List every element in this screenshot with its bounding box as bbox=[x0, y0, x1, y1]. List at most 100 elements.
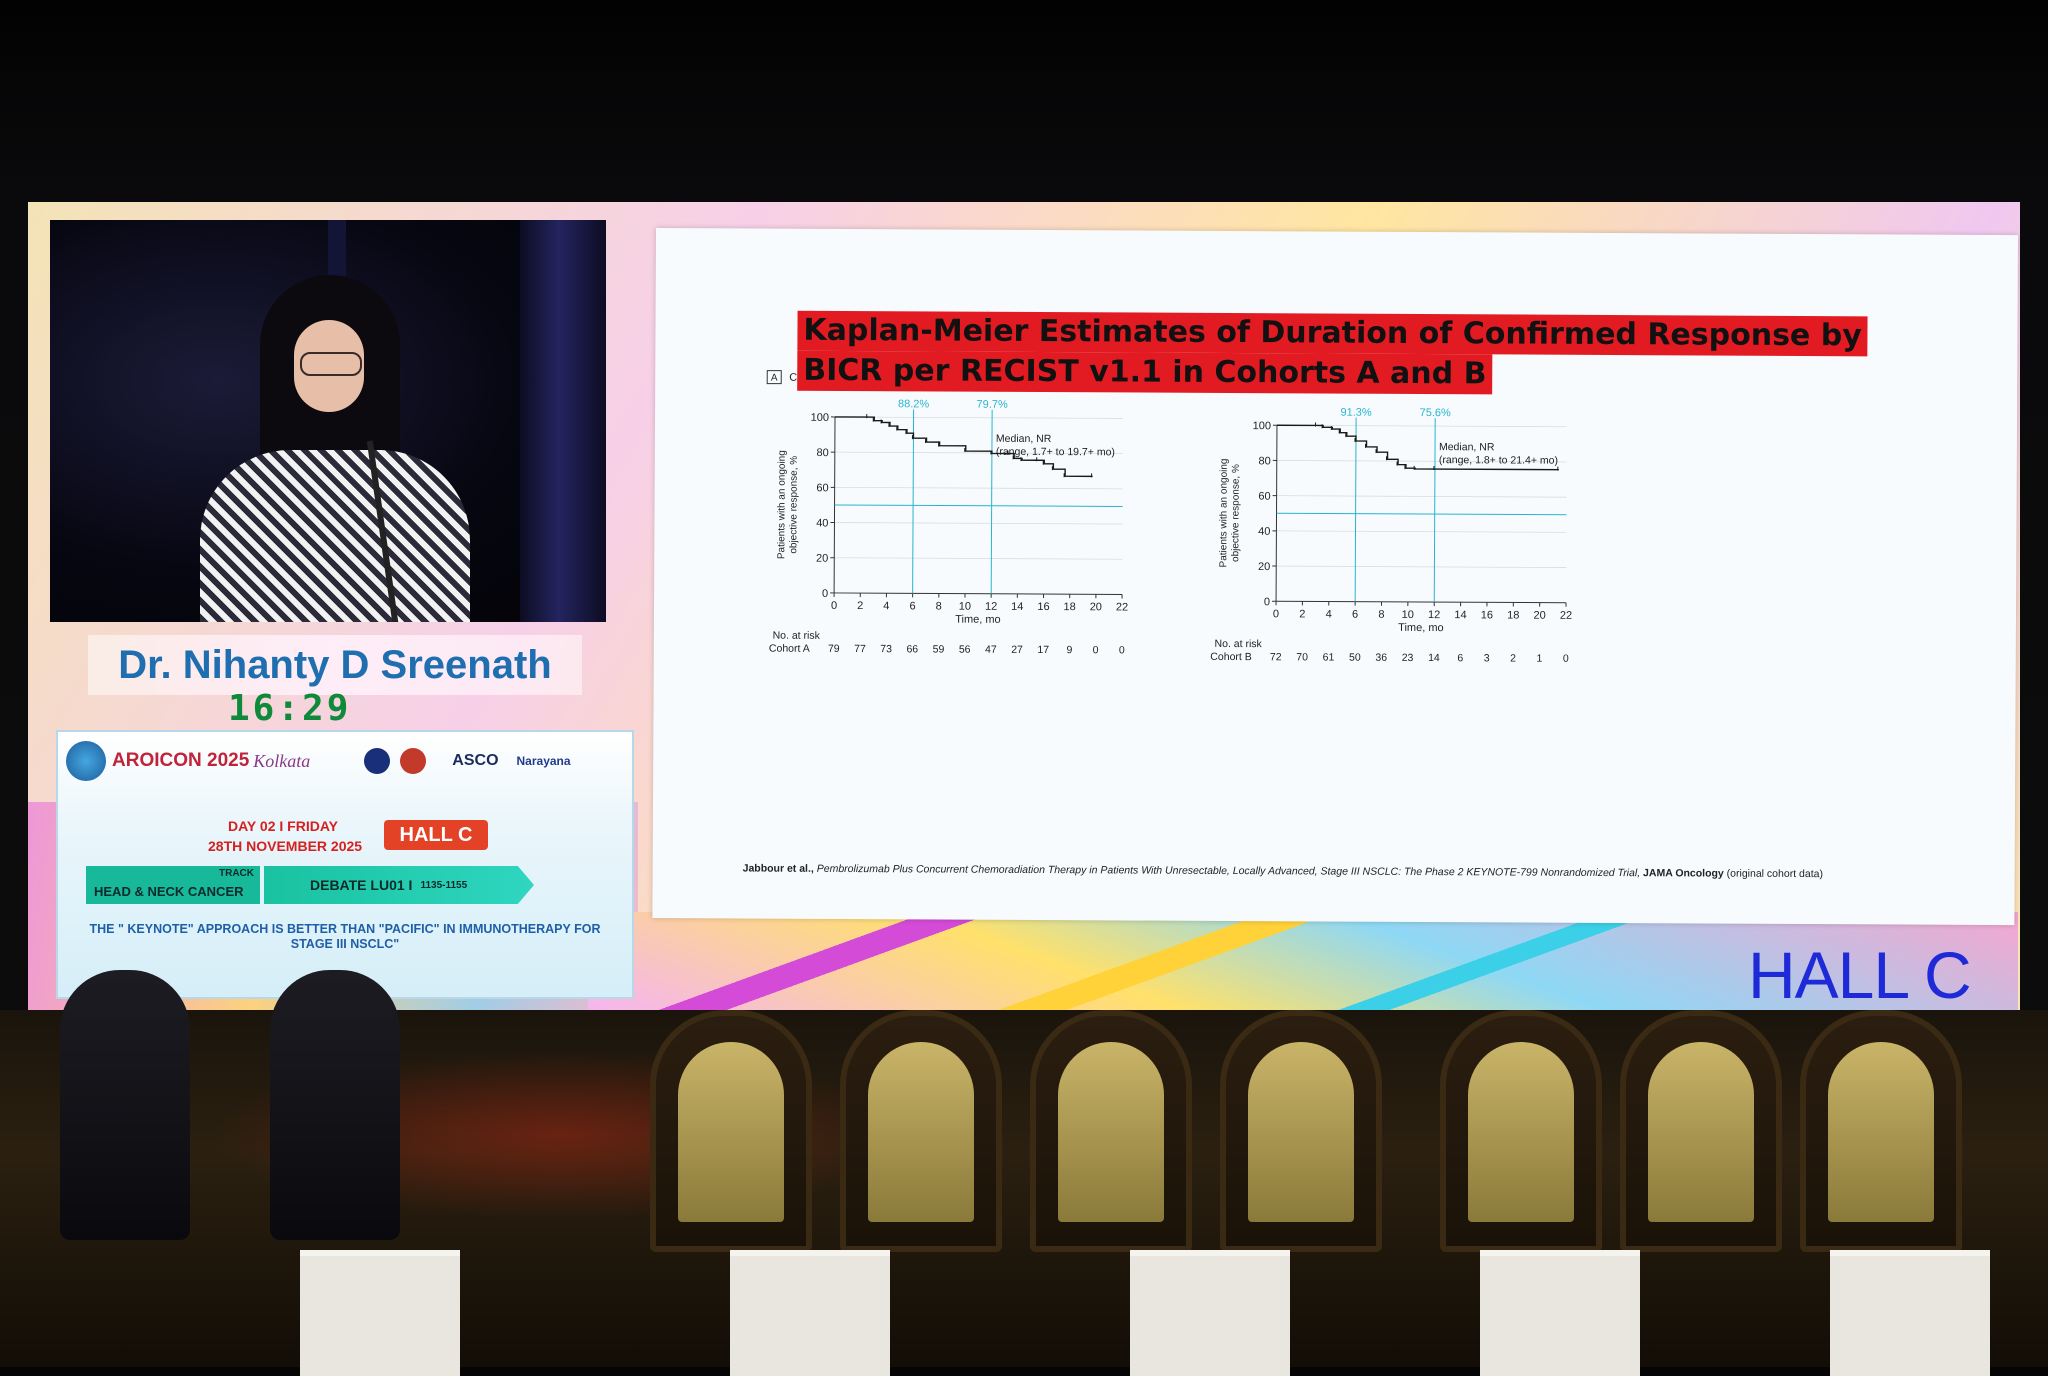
x-tick-label: 10 bbox=[1402, 609, 1414, 621]
citation-note: (original cohort data) bbox=[1727, 868, 1823, 881]
y-tick-label: 60 bbox=[816, 482, 828, 494]
x-tick-label: 4 bbox=[1326, 609, 1332, 621]
backdrop-curtain bbox=[520, 220, 606, 622]
risk-table-label: Cohort B bbox=[1210, 651, 1251, 663]
led-screen: HALL C Dr. Nihanty D Sreenath 16:29 AROI… bbox=[28, 202, 2020, 1010]
landmark-label: 88.2% bbox=[898, 398, 929, 410]
x-axis-line bbox=[1276, 601, 1566, 603]
x-tick-label: 12 bbox=[985, 601, 997, 613]
risk-table-value: 17 bbox=[1037, 644, 1049, 656]
debate-banner: DEBATE LU01 I 1135-1155 bbox=[264, 866, 534, 904]
x-tick-label: 8 bbox=[936, 600, 942, 612]
risk-table-value: 36 bbox=[1375, 652, 1387, 664]
x-axis-label: Time, mo bbox=[955, 614, 1000, 626]
risk-table-header: No. at risk bbox=[773, 630, 821, 642]
x-tick-label: 14 bbox=[1011, 601, 1023, 613]
risk-table-value: 72 bbox=[1270, 651, 1282, 663]
speaker-body bbox=[200, 450, 470, 622]
stage-chair bbox=[1440, 1010, 1602, 1252]
y-tick-label: 100 bbox=[811, 412, 829, 424]
hall-watermark: HALL C bbox=[1748, 937, 1971, 1010]
conference-logo-icon bbox=[66, 741, 106, 781]
landmark-line bbox=[1355, 418, 1356, 602]
session-day: DAY 02 I FRIDAY bbox=[228, 818, 338, 834]
median-annotation: Median, NR bbox=[1439, 441, 1495, 453]
speaker-name: Dr. Nihanty D Sreenath bbox=[88, 635, 582, 695]
risk-table-value: 50 bbox=[1349, 652, 1361, 664]
median-annotation: Median, NR bbox=[996, 433, 1052, 445]
chair-cushion bbox=[868, 1042, 974, 1222]
risk-table-value: 23 bbox=[1402, 652, 1414, 664]
citation-journal: JAMA Oncology bbox=[1643, 867, 1724, 879]
stage-chair bbox=[650, 1010, 812, 1252]
slide-title: Kaplan-Meier Estimates of Duration of Co… bbox=[797, 311, 1868, 397]
y-tick-label: 60 bbox=[1258, 491, 1270, 503]
risk-table-label: Cohort A bbox=[769, 643, 810, 655]
stage-chair bbox=[840, 1010, 1002, 1252]
risk-table-value: 0 bbox=[1563, 653, 1569, 665]
stage-chair bbox=[1800, 1010, 1962, 1252]
gridline-h bbox=[835, 417, 1123, 419]
chair-cushion bbox=[1468, 1042, 1574, 1222]
y-tick-label: 0 bbox=[822, 588, 828, 600]
partner-logo: Narayana bbox=[517, 754, 571, 768]
chair-cushion bbox=[1648, 1042, 1754, 1222]
chair-cushion bbox=[678, 1042, 784, 1222]
landmark-label: 75.6% bbox=[1420, 407, 1451, 419]
x-tick-label: 16 bbox=[1481, 609, 1493, 621]
track-box: TRACK HEAD & NECK CANCER bbox=[86, 866, 260, 904]
risk-table-value: 73 bbox=[880, 643, 892, 655]
landmark-line bbox=[1434, 418, 1435, 602]
x-tick-label: 14 bbox=[1454, 609, 1466, 621]
side-table bbox=[1830, 1250, 1990, 1376]
sponsor-logo-row: AROICON 2025 Kolkata ASCO Narayana bbox=[66, 738, 624, 784]
stage-area bbox=[0, 1010, 2048, 1367]
hall-badge: HALL C bbox=[384, 820, 488, 850]
slide-title-line-2: BICR per RECIST v1.1 in Cohorts A and B bbox=[797, 351, 1492, 395]
landmark-label: 91.3% bbox=[1341, 407, 1372, 419]
risk-table-value: 0 bbox=[1093, 644, 1099, 656]
median-reference-line bbox=[1277, 513, 1567, 515]
session-clock: 16:29 bbox=[228, 688, 351, 729]
y-tick-label: 100 bbox=[1253, 420, 1271, 432]
x-tick-label: 8 bbox=[1378, 609, 1384, 621]
y-axis-label: Patients with an ongoingobjective respon… bbox=[776, 450, 800, 559]
x-tick-label: 22 bbox=[1560, 610, 1572, 622]
gridline-h bbox=[1276, 566, 1566, 568]
x-tick-label: 0 bbox=[831, 600, 837, 612]
risk-table-value: 66 bbox=[906, 643, 918, 655]
risk-table-value: 27 bbox=[1011, 644, 1023, 656]
panel-letter: A bbox=[771, 373, 778, 384]
sponsor-logo: ASCO bbox=[452, 752, 498, 770]
x-tick-label: 4 bbox=[883, 600, 889, 612]
y-tick-label: 80 bbox=[1259, 455, 1271, 467]
gridline-h bbox=[834, 558, 1122, 560]
panelist bbox=[60, 970, 190, 1240]
x-tick-label: 18 bbox=[1064, 601, 1076, 613]
median-annotation: (range, 1.8+ to 21.4+ mo) bbox=[1439, 454, 1558, 467]
risk-table-value: 56 bbox=[959, 644, 971, 656]
x-tick-label: 20 bbox=[1090, 601, 1102, 613]
speaker-glasses bbox=[300, 352, 362, 376]
risk-table-value: 59 bbox=[933, 643, 945, 655]
x-tick-label: 0 bbox=[1273, 608, 1279, 620]
slide-title-line-1: Kaplan-Meier Estimates of Duration of Co… bbox=[797, 311, 1868, 357]
landmark-line bbox=[991, 410, 992, 594]
risk-table-value: 2 bbox=[1510, 652, 1516, 664]
chair-cushion bbox=[1828, 1042, 1934, 1222]
median-annotation: (range, 1.7+ to 19.7+ mo) bbox=[996, 446, 1115, 459]
risk-table-value: 1 bbox=[1536, 653, 1542, 665]
median-reference-line bbox=[835, 505, 1123, 507]
stage-chair bbox=[1220, 1010, 1382, 1252]
risk-table-value: 9 bbox=[1066, 644, 1072, 656]
risk-table-value: 3 bbox=[1484, 652, 1490, 664]
side-table bbox=[730, 1250, 890, 1376]
speaker-video-feed bbox=[50, 220, 606, 622]
conference-logo-text: AROICON 2025 bbox=[112, 750, 249, 772]
x-tick-label: 6 bbox=[909, 600, 915, 612]
risk-table-value: 0 bbox=[1119, 644, 1125, 656]
x-tick-label: 12 bbox=[1428, 609, 1440, 621]
track-value: HEAD & NECK CANCER bbox=[94, 884, 244, 899]
y-tick-label: 20 bbox=[1258, 561, 1270, 573]
side-table bbox=[300, 1250, 460, 1376]
